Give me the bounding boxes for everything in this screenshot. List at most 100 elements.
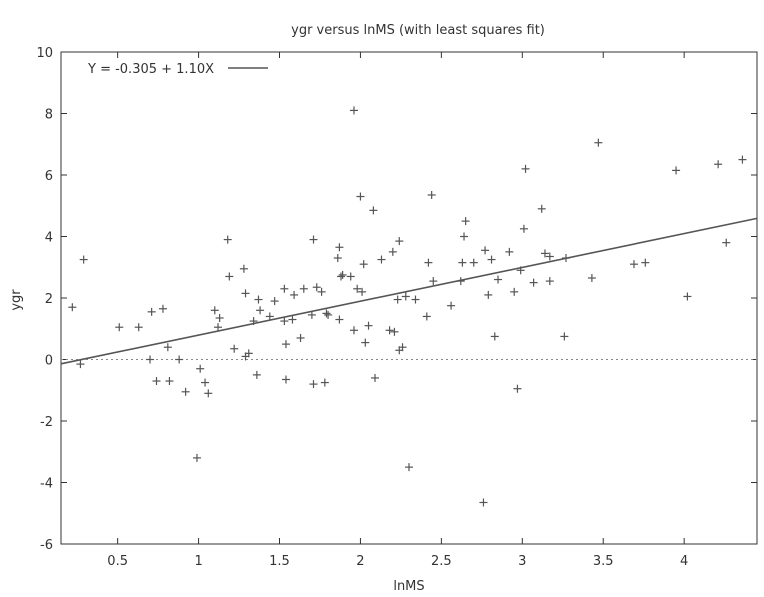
data-point xyxy=(629,260,638,269)
data-point xyxy=(270,297,279,306)
x-tick-label: 3 xyxy=(518,554,526,569)
data-point xyxy=(230,344,239,353)
data-point xyxy=(460,232,469,241)
data-point xyxy=(356,192,365,201)
data-point xyxy=(385,326,394,335)
data-point xyxy=(461,217,470,226)
data-point xyxy=(560,332,569,341)
x-tick-label: 0.5 xyxy=(107,554,128,569)
x-tick-label: 4 xyxy=(680,554,688,569)
data-point xyxy=(215,313,224,322)
x-tick-label: 2 xyxy=(356,554,364,569)
data-point xyxy=(115,323,124,332)
data-point xyxy=(594,138,603,147)
data-point xyxy=(505,247,514,256)
data-point xyxy=(390,327,399,336)
data-point xyxy=(521,164,530,173)
data-point xyxy=(683,292,692,301)
data-point xyxy=(210,306,219,315)
data-point xyxy=(359,260,368,269)
data-point xyxy=(163,343,172,352)
data-point xyxy=(545,252,554,261)
data-point xyxy=(641,258,650,267)
legend: Y = -0.305 + 1.10X xyxy=(87,62,268,77)
data-point xyxy=(290,290,299,299)
data-point xyxy=(672,166,681,175)
data-points xyxy=(68,106,747,507)
data-point xyxy=(79,255,88,264)
data-point xyxy=(353,284,362,293)
least-squares-line xyxy=(60,217,758,365)
data-point xyxy=(714,160,723,169)
data-point xyxy=(299,284,308,293)
x-tick-label: 2.5 xyxy=(431,554,452,569)
x-tick-label: 3.5 xyxy=(593,554,614,569)
data-point xyxy=(196,364,205,373)
data-point xyxy=(388,247,397,256)
data-point xyxy=(424,258,433,267)
data-point xyxy=(338,270,347,279)
data-point xyxy=(223,235,232,244)
axis-ticks: 0.5 1 1.5 2 2.5 3 3.5 4 -6 -4 -2 0 2 4 6 8 10 xyxy=(36,46,757,569)
data-point xyxy=(288,315,297,324)
data-point xyxy=(545,277,554,286)
y-tick-label: 2 xyxy=(45,292,53,307)
data-point xyxy=(296,333,305,342)
data-point xyxy=(337,272,346,281)
data-point xyxy=(429,277,438,286)
data-point xyxy=(398,343,407,352)
data-point xyxy=(309,380,318,389)
data-point xyxy=(405,463,413,472)
data-point xyxy=(175,355,184,364)
x-axis-label: lnMS xyxy=(393,579,424,594)
data-point xyxy=(333,254,342,263)
data-point xyxy=(484,290,493,299)
data-point xyxy=(252,370,261,379)
y-tick-label: 8 xyxy=(45,108,53,123)
chart-title: ygr versus lnMS (with least squares fit) xyxy=(291,23,545,38)
data-point xyxy=(320,378,329,387)
data-point xyxy=(317,287,326,296)
data-point xyxy=(377,255,386,264)
data-point xyxy=(393,295,402,304)
data-point xyxy=(369,206,378,215)
data-point xyxy=(479,498,488,507)
data-point xyxy=(469,258,478,267)
data-point xyxy=(358,287,367,296)
data-point xyxy=(244,349,253,358)
data-point xyxy=(307,310,316,319)
data-point xyxy=(722,238,731,247)
data-point xyxy=(281,340,290,349)
data-point xyxy=(146,355,155,364)
data-point xyxy=(540,249,549,258)
data-point xyxy=(241,289,250,298)
data-point xyxy=(322,309,331,318)
data-point xyxy=(147,307,156,316)
data-point xyxy=(265,312,274,321)
data-point xyxy=(364,321,373,330)
data-point xyxy=(201,378,210,387)
data-point xyxy=(152,377,161,386)
data-point xyxy=(349,326,358,335)
y-tick-label: 10 xyxy=(36,46,53,61)
data-point xyxy=(510,287,519,296)
data-point xyxy=(361,338,370,347)
data-point xyxy=(225,272,234,281)
y-tick-label: 6 xyxy=(45,169,53,184)
data-point xyxy=(204,389,213,398)
data-point xyxy=(68,303,77,312)
data-point xyxy=(490,332,499,341)
data-point xyxy=(76,360,85,369)
data-point xyxy=(134,323,143,332)
data-point xyxy=(165,377,174,386)
data-point xyxy=(335,315,344,324)
data-point xyxy=(587,274,596,283)
x-tick-label: 1.5 xyxy=(269,554,290,569)
data-point xyxy=(312,283,321,292)
x-tick-label: 1 xyxy=(194,554,202,569)
data-point xyxy=(513,384,522,393)
data-point xyxy=(529,278,538,287)
data-point xyxy=(487,255,496,264)
data-point xyxy=(324,310,333,319)
